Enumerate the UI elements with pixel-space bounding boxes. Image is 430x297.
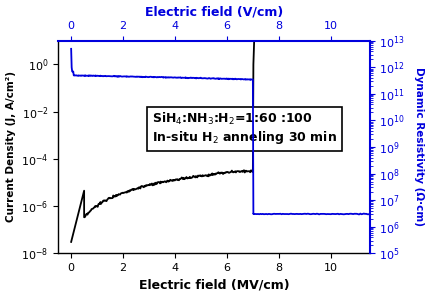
Y-axis label: Current Density (J, A/cm²): Current Density (J, A/cm²) xyxy=(6,72,15,222)
Y-axis label: Dynamic Resistivity (Ω·cm): Dynamic Resistivity (Ω·cm) xyxy=(415,67,424,227)
X-axis label: Electric field (V/cm): Electric field (V/cm) xyxy=(145,6,283,18)
Text: SiH$_4$:NH$_3$:H$_2$=1:60 :100
In-situ H$_2$ anneling 30 min: SiH$_4$:NH$_3$:H$_2$=1:60 :100 In-situ H… xyxy=(152,111,337,146)
X-axis label: Electric field (MV/cm): Electric field (MV/cm) xyxy=(138,279,289,291)
